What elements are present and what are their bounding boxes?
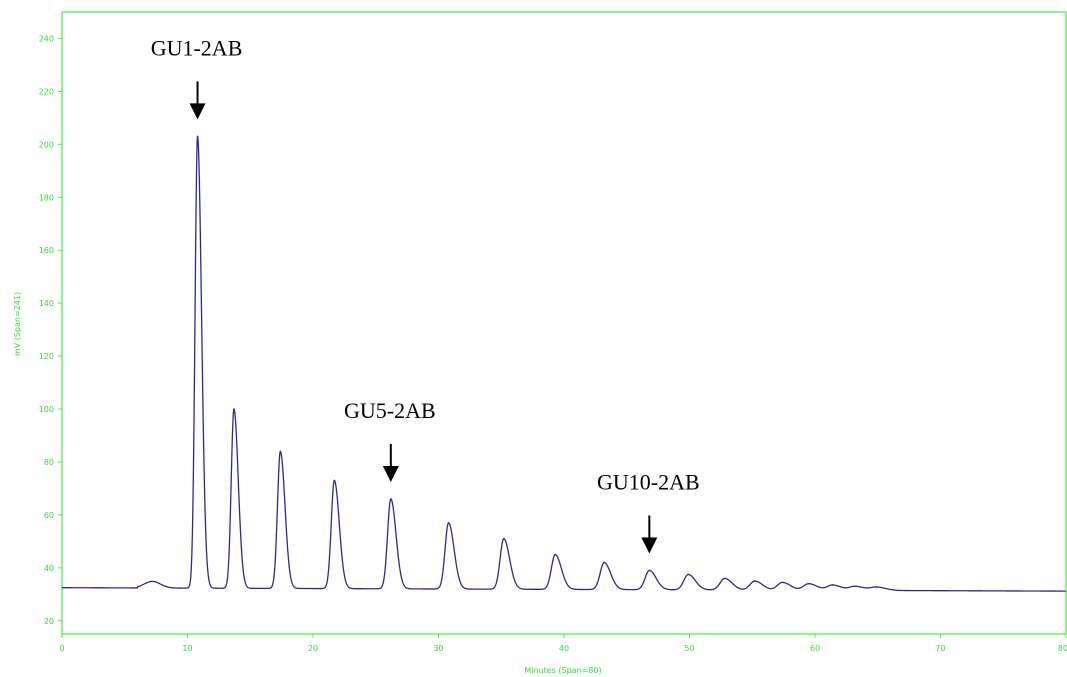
- y-tick-label: 80: [44, 458, 54, 467]
- peak-point: [781, 581, 784, 584]
- peak-point: [554, 553, 557, 556]
- peak-point: [447, 522, 450, 524]
- y-tick-label: 200: [39, 140, 54, 149]
- peak-point: [807, 582, 810, 585]
- peak-point: [875, 586, 878, 588]
- peak-point: [687, 573, 690, 576]
- y-tick-label: 100: [39, 405, 54, 414]
- x-tick-label: 20: [308, 644, 318, 653]
- peak-point: [333, 479, 336, 482]
- peak-point: [831, 584, 834, 586]
- y-ticks: 20 40 60 80 100 120 140 160 180 200 220 240: [39, 34, 62, 626]
- y-axis-label: mV (Span=241): [13, 292, 22, 356]
- chromatogram-trace: [61, 135, 1067, 592]
- y-tick-label: 140: [39, 299, 54, 308]
- peak-point: [723, 577, 726, 580]
- annotation-arrow-head: [189, 103, 206, 120]
- annotation-label: GU5-2AB: [344, 398, 436, 423]
- annotation-arrow-head: [641, 537, 658, 554]
- x-tick-label: 10: [182, 644, 192, 653]
- peak-point: [854, 585, 856, 588]
- y-tick-label: 220: [39, 87, 54, 96]
- peak-point: [279, 450, 282, 453]
- annotation-arrow-head: [382, 466, 399, 483]
- y-tick-label: 240: [39, 34, 54, 43]
- axes: [61, 11, 1067, 635]
- y-tick-label: 20: [44, 617, 54, 626]
- peak-point: [196, 135, 199, 138]
- peak-point: [753, 580, 756, 582]
- plot-frame: [61, 11, 1067, 635]
- x-tick-label: 40: [559, 644, 569, 653]
- y-tick-label: 40: [44, 564, 54, 573]
- traces: [61, 135, 1067, 592]
- annotation-label: GU1-2AB: [151, 35, 243, 60]
- y-tick-label: 160: [39, 246, 54, 255]
- x-tick-label: 0: [59, 644, 64, 653]
- x-tick-label: 30: [433, 644, 443, 653]
- peak-point: [390, 498, 392, 500]
- y-tick-label: 120: [39, 352, 54, 361]
- annotation-label: GU10-2AB: [597, 469, 700, 494]
- x-tick-label: 70: [935, 644, 945, 653]
- y-tick-label: 60: [44, 511, 54, 520]
- peak-point: [502, 537, 505, 540]
- x-axis-label: Minutes (Span=80): [524, 666, 601, 675]
- x-tick-label: 80: [1058, 644, 1067, 653]
- annotations: GU1-2AB GU5-2AB GU10-2AB: [151, 35, 700, 554]
- y-tick-label: 180: [39, 193, 54, 202]
- peak-point: [233, 408, 235, 410]
- peak-point: [648, 569, 651, 572]
- x-tick-label: 60: [810, 644, 820, 653]
- x-tick-label: 50: [684, 644, 694, 653]
- peak-point: [603, 561, 605, 564]
- x-ticks: 0 10 20 30 40 50 60 70 80: [59, 634, 1067, 653]
